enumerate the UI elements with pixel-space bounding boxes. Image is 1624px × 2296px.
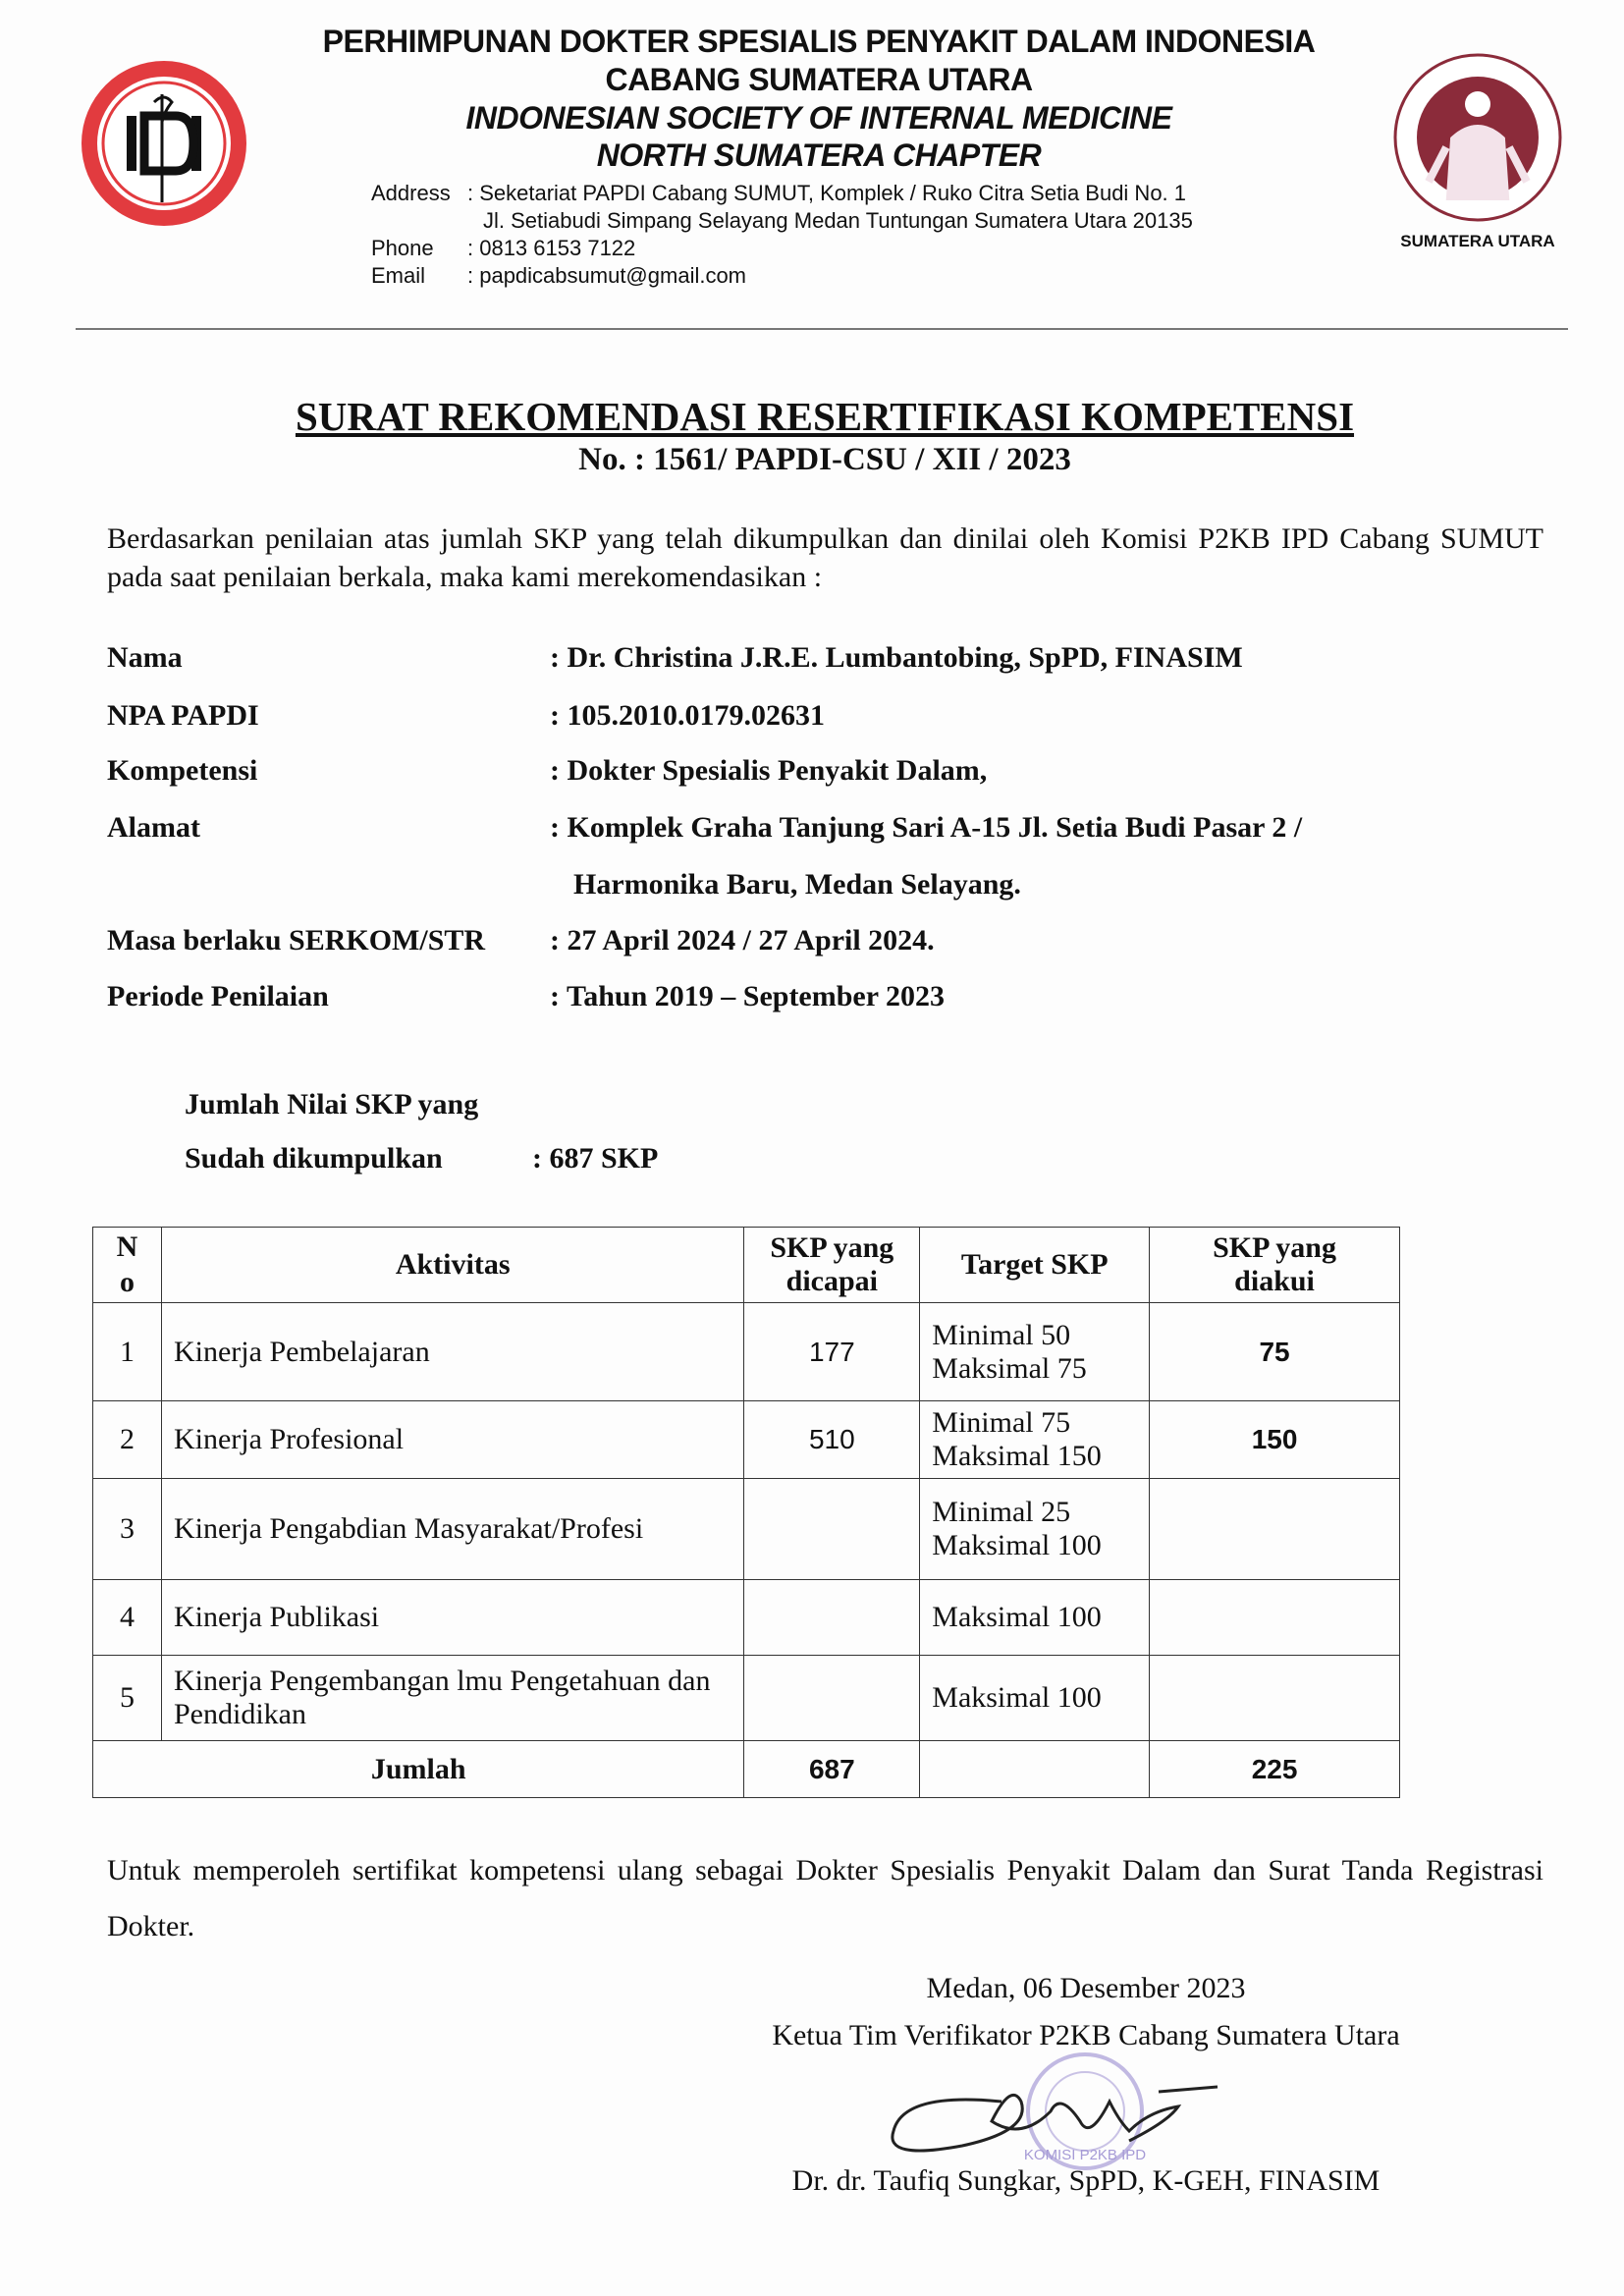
address-line-2: Jl. Setiabudi Simpang Selayang Medan Tun… xyxy=(483,208,1193,233)
phone-value: : 0813 6153 7122 xyxy=(467,236,636,260)
row-aktivitas: Kinerja Publikasi xyxy=(160,1579,745,1656)
row-no: 2 xyxy=(92,1400,162,1479)
address-label: Address xyxy=(371,181,451,205)
letter-number: No. : 1561/ PAPDI-CSU / XII / 2023 xyxy=(578,442,1071,477)
row-dicapai: 177 xyxy=(743,1302,921,1401)
row-no: 4 xyxy=(92,1579,162,1656)
signature-place-date: Medan, 06 Desember 2023 xyxy=(926,1972,1246,2004)
total-label: Jumlah xyxy=(91,1740,745,1798)
skp-table: N o Aktivitas SKP yang dicapai Target SK… xyxy=(91,1227,1400,1798)
total-diakui: 225 xyxy=(1149,1740,1400,1798)
row-no: 1 xyxy=(92,1302,162,1401)
field-value-continued: Harmonika Baru, Medan Selayang. xyxy=(573,868,1021,901)
table-row: 1 Kinerja Pembelajaran 177 Minimal 50 Mak… xyxy=(92,1302,1400,1401)
row-aktivitas: Kinerja Pengembangan lmu Pengetahuan dan… xyxy=(160,1655,745,1741)
table-row: 2 Kinerja Profesional 510 Minimal 75 Maks… xyxy=(92,1400,1400,1479)
row-aktivitas: Kinerja Pembelajaran xyxy=(160,1302,745,1401)
target-line-1: Maksimal 100 xyxy=(932,1601,1102,1633)
closing-paragraph: Untuk memperoleh sertifikat kompetensi u… xyxy=(107,1854,1543,1942)
field-label: NPA PAPDI xyxy=(107,699,259,732)
target-line-2: Maksimal 150 xyxy=(932,1440,1102,1472)
row-dicapai xyxy=(743,1655,921,1741)
target-line-1: Minimal 75 xyxy=(932,1406,1071,1439)
row-target: Maksimal 100 xyxy=(919,1579,1151,1656)
signature-position: Ketua Tim Verifikator P2KB Cabang Sumate… xyxy=(772,2019,1400,2051)
email-value: : papdicabsumut@gmail.com xyxy=(467,263,747,288)
table-row: 5 Kinerja Pengembangan lmu Pengetahuan d… xyxy=(92,1655,1400,1741)
letterhead-divider xyxy=(76,328,1568,330)
stamp-caption: KOMISI P2KB IPD xyxy=(1023,2147,1147,2163)
field-value: : Dr. Christina J.R.E. Lumbantobing, SpP… xyxy=(550,641,1243,674)
org-branch: CABANG SUMATERA UTARA xyxy=(605,62,1033,97)
row-diakui xyxy=(1149,1579,1400,1656)
row-target: Minimal 25 Maksimal 100 xyxy=(919,1478,1151,1580)
row-no: 3 xyxy=(92,1478,162,1580)
field-value: : 105.2010.0179.02631 xyxy=(550,699,825,732)
field-value: : Komplek Graha Tanjung Sari A-15 Jl. Se… xyxy=(550,811,1303,844)
right-logo xyxy=(1389,49,1566,226)
row-diakui: 75 xyxy=(1149,1302,1400,1401)
signatory-name: Dr. dr. Taufiq Sungkar, SpPD, K-GEH, FIN… xyxy=(791,2164,1380,2197)
target-line-2: Maksimal 75 xyxy=(932,1351,1087,1385)
table-header-row: N o Aktivitas SKP yang dicapai Target SK… xyxy=(92,1227,1400,1303)
field-value: : 27 April 2024 / 27 April 2024. xyxy=(550,924,935,957)
email-label: Email xyxy=(371,263,426,288)
total-target xyxy=(919,1740,1151,1798)
letter-title: SURAT REKOMENDASI RESERTIFIKASI KOMPETEN… xyxy=(295,394,1355,439)
header-no: N o xyxy=(92,1227,162,1303)
table-row: 3 Kinerja Pengabdian Masyarakat/Profesi … xyxy=(92,1478,1400,1580)
skp-total-label-2: Sudah dikumpulkan xyxy=(185,1142,443,1175)
field-label: Periode Penilaian xyxy=(107,980,329,1012)
total-dicapai: 687 xyxy=(743,1740,921,1798)
field-label: Alamat xyxy=(107,811,200,844)
row-target: Minimal 50 Maksimal 75 xyxy=(919,1302,1151,1401)
field-label: Kompetensi xyxy=(107,754,258,787)
target-line-1: Minimal 50 xyxy=(932,1318,1071,1351)
row-diakui xyxy=(1149,1478,1400,1580)
handwritten-signature xyxy=(884,2062,1237,2170)
target-line-1: Maksimal 100 xyxy=(932,1681,1102,1714)
row-diakui xyxy=(1149,1655,1400,1741)
table-total-row: Jumlah 687 225 xyxy=(91,1740,1400,1798)
org-chapter-english: NORTH SUMATERA CHAPTER xyxy=(596,137,1042,173)
org-name: PERHIMPUNAN DOKTER SPESIALIS PENYAKIT DA… xyxy=(322,24,1316,59)
skp-total-value: : 687 SKP xyxy=(532,1142,659,1175)
org-name-english: INDONESIAN SOCIETY OF INTERNAL MEDICINE xyxy=(465,100,1172,136)
phone-label: Phone xyxy=(371,236,434,260)
right-logo-caption: SUMATERA UTARA xyxy=(1400,232,1555,250)
address-line-1: : Seketariat PAPDI Cabang SUMUT, Komplek… xyxy=(467,181,1187,205)
header-target: Target SKP xyxy=(919,1227,1151,1303)
row-target: Maksimal 100 xyxy=(919,1655,1151,1741)
row-aktivitas: Kinerja Profesional xyxy=(160,1400,745,1479)
target-line-2: Maksimal 100 xyxy=(932,1529,1102,1561)
skp-total-label-1: Jumlah Nilai SKP yang xyxy=(185,1088,479,1121)
row-aktivitas: Kinerja Pengabdian Masyarakat/Profesi xyxy=(160,1478,745,1580)
intro-paragraph: Berdasarkan penilaian atas jumlah SKP ya… xyxy=(107,522,1543,593)
field-value: : Dokter Spesialis Penyakit Dalam, xyxy=(550,754,988,787)
row-dicapai xyxy=(743,1579,921,1656)
row-diakui: 150 xyxy=(1149,1400,1400,1479)
table-row: 4 Kinerja Publikasi Maksimal 100 xyxy=(92,1579,1400,1656)
field-label: Masa berlaku SERKOM/STR xyxy=(107,924,486,957)
left-logo xyxy=(76,55,252,232)
field-label: Nama xyxy=(107,641,183,674)
header-dicapai: SKP yang dicapai xyxy=(743,1227,921,1303)
row-no: 5 xyxy=(92,1655,162,1741)
header-diakui: SKP yang diakui xyxy=(1149,1227,1400,1303)
row-target: Minimal 75 Maksimal 150 xyxy=(919,1400,1151,1479)
header-aktivitas: Aktivitas xyxy=(160,1227,745,1303)
row-dicapai: 510 xyxy=(743,1400,921,1479)
target-line-1: Minimal 25 xyxy=(932,1496,1071,1528)
field-value: : Tahun 2019 – September 2023 xyxy=(550,980,946,1012)
official-stamp xyxy=(1011,2043,1159,2190)
row-dicapai xyxy=(743,1478,921,1580)
